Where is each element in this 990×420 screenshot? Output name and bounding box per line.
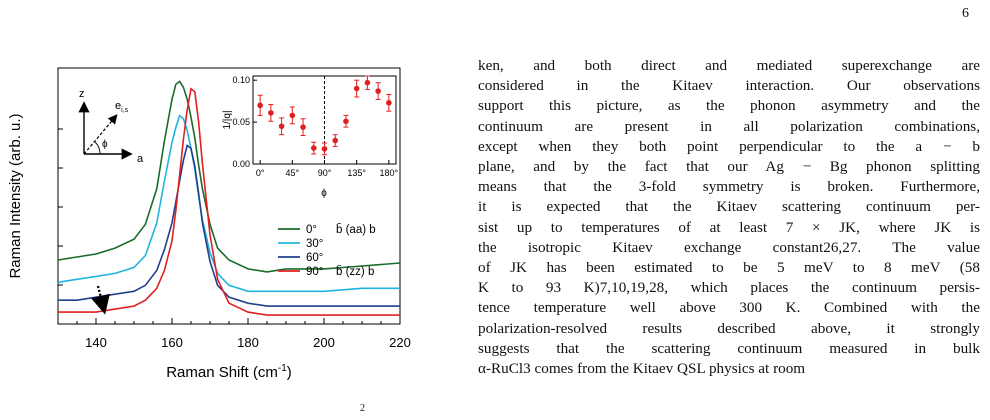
- series-line-1: [57, 114, 400, 293]
- text-line: K to 93 K)7,10,19,28, which places the c…: [478, 279, 980, 297]
- series-line-2: [58, 144, 400, 307]
- inset-x-tick-label: 90°: [318, 168, 332, 178]
- main-y-label: Raman Intensity (arb. u.): [7, 113, 24, 278]
- phi-label: ϕ: [102, 139, 108, 150]
- page-number: 6: [962, 6, 969, 21]
- inset-data-point: [300, 124, 306, 130]
- text-line: except when they both point perpendicula…: [478, 137, 980, 155]
- legend: 0° b̄ (aa) b 30° 60° 90° b̄ (zz) b: [278, 223, 376, 278]
- phi-arc: [94, 141, 101, 155]
- text-line: sist up to temperatures of at least 7 × …: [478, 218, 980, 236]
- text-line: plane, and by the fact that our Ag − Bg …: [478, 158, 980, 176]
- text-line: tence temperature well above 300 K. Comb…: [478, 299, 980, 317]
- inset-x-tick-label: 135°: [347, 168, 366, 178]
- inset-x-tick-label: 0°: [256, 168, 265, 178]
- inset-data-point: [268, 110, 274, 116]
- main-x-label: Raman Shift (cm-1): [166, 363, 292, 381]
- legend-label: b̄ (zz) b: [336, 265, 374, 278]
- inset-plot: 0.00 0.05 0.10 0° 45° 90° 135° 180°: [232, 75, 398, 178]
- inset-data-point: [375, 88, 381, 94]
- text-line: ken, and both direct and mediated supere…: [478, 57, 980, 74]
- inset-data-point: [353, 85, 360, 92]
- main-x-ticks: 140 160 180 200 220: [57, 128, 411, 350]
- x-tick-label: 220: [389, 335, 411, 350]
- inset-data-point: [278, 123, 285, 130]
- inset-x-tick-label: 45°: [286, 168, 300, 178]
- legend-angle: 0°: [306, 224, 317, 236]
- inset-y-tick-label: 0.10: [232, 75, 250, 85]
- inset-data-point: [364, 79, 371, 86]
- inset-data-point: [289, 112, 296, 119]
- inset-data-point: [257, 102, 263, 109]
- series-line-3: [58, 87, 400, 316]
- a-axis-label: a: [137, 153, 144, 165]
- x-tick-label: 140: [85, 335, 107, 350]
- inset-data-point: [321, 146, 328, 152]
- x-tick-label: 180: [237, 335, 259, 350]
- text-line: means that the 3-fold symmetry is broken…: [478, 178, 980, 196]
- text-line: it is expected that the Kitaev scatterin…: [478, 198, 980, 216]
- main-curves: [57, 80, 401, 316]
- text-line: of JK has been estimated to be 5 meV to …: [478, 259, 980, 277]
- raman-figure-svg: 140 160 180 200 220 Raman Intensity (arb. u.…: [7, 67, 411, 381]
- inset-y-tick-label: 0.05: [232, 117, 250, 127]
- legend-angle: 90°: [306, 266, 323, 278]
- body-text-column: ken, and both direct and mediated supere…: [478, 56, 980, 379]
- inset-x-tick-label: 180°: [380, 168, 399, 178]
- polarization-arrow: [83, 114, 118, 155]
- legend-angle: 30°: [306, 238, 323, 250]
- legend-angle: 60°: [306, 252, 323, 264]
- x-tick-label: 160: [161, 335, 183, 350]
- legend-label: b̄ (aa) b: [336, 223, 376, 236]
- text-line: considered in the Kitaev interaction. Ou…: [478, 77, 980, 95]
- inset-y-label: 1/|q|: [222, 110, 233, 129]
- inset-x-label: ϕ: [321, 188, 327, 199]
- text-line: support this picture, as the phonon asym…: [478, 97, 980, 115]
- inset-data-point: [386, 100, 392, 106]
- text-line: α-RuCl3 comes from the Kitaev QSL physic…: [478, 360, 806, 378]
- text-line: polarization-resolved results described …: [478, 319, 980, 337]
- caption-fragment: 2: [360, 403, 365, 414]
- text-line: suggests that the scattering continuum m…: [478, 339, 980, 357]
- e-axis-label: ei,s: [115, 100, 129, 114]
- inset-y-tick-label: 0.00: [232, 159, 250, 169]
- x-tick-label: 200: [313, 335, 335, 350]
- raman-figure: 140 160 180 200 220 Raman Intensity (arb. u.…: [0, 0, 470, 415]
- text-line: continuum are present in all polarizatio…: [478, 117, 980, 135]
- series-line-0: [57, 80, 401, 273]
- text-line: the isotropic Kitaev exchange constant26…: [478, 238, 980, 256]
- polarization-axes-diagram: z ei,s ϕ a: [78, 88, 144, 165]
- inset-data-point: [332, 137, 339, 144]
- inset-data-point: [310, 145, 317, 151]
- inset-data-point: [343, 118, 349, 125]
- z-axis-label: z: [79, 88, 85, 100]
- offset-arrow: [91, 285, 110, 315]
